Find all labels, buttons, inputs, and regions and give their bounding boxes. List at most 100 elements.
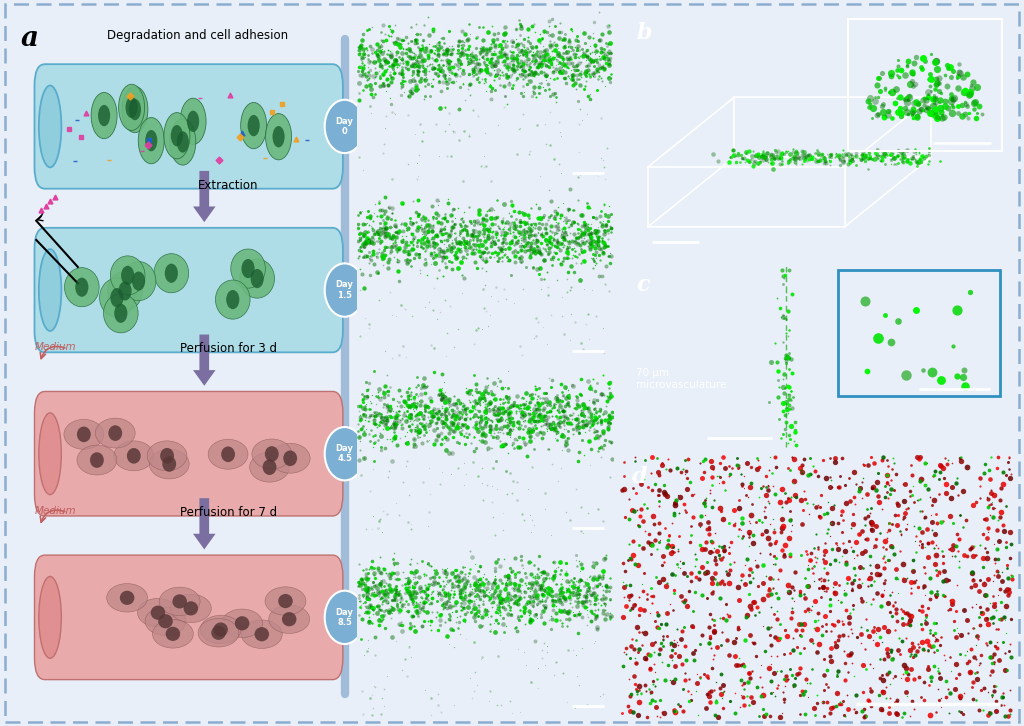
Ellipse shape bbox=[91, 92, 117, 139]
Ellipse shape bbox=[268, 605, 309, 634]
Ellipse shape bbox=[121, 266, 134, 285]
Ellipse shape bbox=[95, 418, 135, 448]
Text: Perfusion for 3 d: Perfusion for 3 d bbox=[180, 342, 278, 355]
Ellipse shape bbox=[262, 460, 276, 475]
Ellipse shape bbox=[163, 456, 176, 472]
Ellipse shape bbox=[115, 303, 127, 323]
Ellipse shape bbox=[240, 259, 274, 298]
Ellipse shape bbox=[272, 126, 285, 147]
Ellipse shape bbox=[103, 294, 138, 333]
Ellipse shape bbox=[221, 609, 262, 637]
Ellipse shape bbox=[211, 626, 226, 640]
Ellipse shape bbox=[180, 98, 206, 144]
Ellipse shape bbox=[119, 84, 144, 131]
FancyBboxPatch shape bbox=[35, 391, 343, 516]
Ellipse shape bbox=[187, 110, 199, 132]
Ellipse shape bbox=[127, 448, 140, 464]
Ellipse shape bbox=[145, 607, 186, 635]
Ellipse shape bbox=[213, 622, 228, 637]
Text: c: c bbox=[636, 274, 649, 296]
Ellipse shape bbox=[250, 452, 290, 482]
Ellipse shape bbox=[215, 280, 250, 319]
Ellipse shape bbox=[248, 115, 260, 136]
Ellipse shape bbox=[122, 86, 147, 133]
Ellipse shape bbox=[159, 587, 200, 616]
Ellipse shape bbox=[108, 272, 142, 311]
Ellipse shape bbox=[39, 249, 61, 331]
Text: Extraction: Extraction bbox=[199, 179, 259, 192]
Text: Perfusion for 7 d: Perfusion for 7 d bbox=[180, 506, 278, 519]
Ellipse shape bbox=[121, 261, 156, 301]
Ellipse shape bbox=[154, 253, 188, 293]
FancyArrow shape bbox=[193, 171, 215, 222]
Ellipse shape bbox=[98, 105, 111, 126]
Ellipse shape bbox=[39, 413, 61, 494]
Ellipse shape bbox=[65, 268, 99, 307]
Ellipse shape bbox=[279, 594, 293, 608]
Ellipse shape bbox=[90, 452, 103, 468]
Ellipse shape bbox=[198, 619, 239, 647]
Ellipse shape bbox=[119, 282, 132, 301]
Ellipse shape bbox=[166, 627, 180, 641]
Ellipse shape bbox=[226, 290, 240, 309]
Ellipse shape bbox=[99, 278, 134, 317]
FancyBboxPatch shape bbox=[35, 64, 343, 189]
Ellipse shape bbox=[147, 441, 187, 470]
Ellipse shape bbox=[126, 97, 137, 118]
Ellipse shape bbox=[265, 446, 279, 462]
Ellipse shape bbox=[165, 264, 178, 283]
Ellipse shape bbox=[109, 425, 122, 441]
Ellipse shape bbox=[111, 256, 145, 295]
Ellipse shape bbox=[170, 594, 211, 623]
Ellipse shape bbox=[145, 130, 158, 151]
Ellipse shape bbox=[77, 427, 91, 442]
Ellipse shape bbox=[325, 99, 365, 153]
Ellipse shape bbox=[170, 119, 196, 165]
Ellipse shape bbox=[325, 591, 365, 644]
Ellipse shape bbox=[208, 439, 248, 469]
Ellipse shape bbox=[120, 591, 134, 605]
Ellipse shape bbox=[252, 439, 292, 469]
Ellipse shape bbox=[63, 420, 103, 449]
Ellipse shape bbox=[183, 601, 198, 616]
Ellipse shape bbox=[75, 277, 88, 297]
Ellipse shape bbox=[270, 444, 310, 473]
Ellipse shape bbox=[284, 450, 297, 466]
Ellipse shape bbox=[325, 264, 365, 317]
Ellipse shape bbox=[265, 113, 292, 160]
Ellipse shape bbox=[153, 619, 194, 648]
Text: Day
1.5: Day 1.5 bbox=[336, 280, 353, 300]
Ellipse shape bbox=[241, 102, 266, 149]
Ellipse shape bbox=[177, 131, 188, 152]
Ellipse shape bbox=[39, 576, 61, 658]
Ellipse shape bbox=[230, 249, 265, 288]
Text: Degradation and cell adhesion: Degradation and cell adhesion bbox=[106, 28, 288, 41]
Text: Day
4.5: Day 4.5 bbox=[336, 444, 353, 463]
FancyBboxPatch shape bbox=[35, 228, 343, 352]
FancyArrow shape bbox=[193, 335, 215, 386]
Ellipse shape bbox=[138, 118, 164, 164]
Ellipse shape bbox=[255, 627, 269, 641]
Ellipse shape bbox=[234, 616, 250, 630]
Ellipse shape bbox=[201, 616, 241, 644]
Ellipse shape bbox=[265, 587, 306, 615]
FancyBboxPatch shape bbox=[35, 555, 343, 680]
Ellipse shape bbox=[150, 449, 189, 479]
Ellipse shape bbox=[111, 288, 124, 307]
Text: Day
8.5: Day 8.5 bbox=[336, 608, 353, 627]
Ellipse shape bbox=[114, 441, 154, 470]
Ellipse shape bbox=[160, 448, 174, 464]
Ellipse shape bbox=[159, 614, 173, 628]
Ellipse shape bbox=[251, 269, 264, 288]
Ellipse shape bbox=[129, 99, 141, 121]
FancyArrow shape bbox=[193, 498, 215, 550]
Ellipse shape bbox=[221, 446, 236, 462]
Ellipse shape bbox=[242, 259, 255, 278]
Ellipse shape bbox=[39, 86, 61, 168]
Ellipse shape bbox=[151, 605, 165, 620]
Text: d: d bbox=[632, 465, 647, 488]
Ellipse shape bbox=[137, 598, 178, 627]
Ellipse shape bbox=[325, 427, 365, 481]
Ellipse shape bbox=[282, 612, 297, 627]
Ellipse shape bbox=[106, 584, 147, 612]
